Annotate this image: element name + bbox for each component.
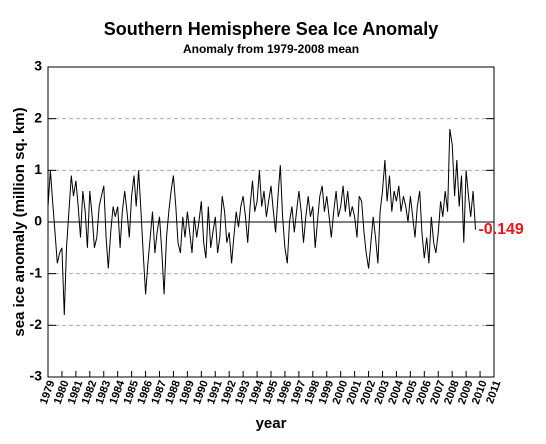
plot-frame — [47, 66, 495, 378]
chart-subtitle: Anomaly from 1979-2008 mean — [183, 42, 359, 56]
y-tick-label: 3 — [34, 58, 42, 74]
y-axis-label: sea ice anomaly (million sq. km) — [11, 107, 28, 336]
data-line — [47, 128, 476, 316]
y-tick-label: -3 — [30, 368, 43, 384]
chart-title: Southern Hemisphere Sea Ice Anomaly — [104, 19, 438, 39]
y-tick-label: -1 — [30, 264, 43, 280]
annotation: -0.149 — [478, 221, 523, 238]
y-tick-label: -2 — [30, 316, 43, 332]
x-axis-label: year — [256, 415, 287, 432]
y-tick-label: 1 — [34, 161, 42, 177]
y-tick-label: 2 — [34, 109, 42, 125]
y-tick-label: 0 — [34, 213, 42, 229]
